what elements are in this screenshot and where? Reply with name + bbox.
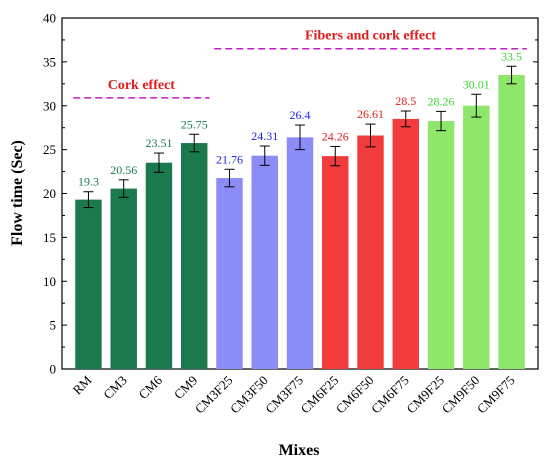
y-tick-label: 20 [43, 186, 56, 201]
y-tick-label: 25 [43, 142, 56, 157]
bar-cm9f50 [463, 105, 490, 370]
annotation-text-2: Fibers and cork effect [305, 29, 436, 44]
annotation-text-1: Cork effect [108, 78, 176, 93]
x-axis-title: Mixes [279, 442, 320, 459]
x-tick-label-cm3: CM3 [100, 373, 130, 403]
value-label-rm: 19.3 [78, 175, 99, 189]
bar-cm3 [110, 188, 137, 369]
value-label-cm6f50: 26.61 [357, 107, 384, 121]
y-tick-label: 5 [50, 318, 57, 333]
y-tick-label: 15 [43, 230, 56, 245]
value-label-cm9: 25.75 [181, 117, 208, 131]
value-label-cm3f50: 24.31 [251, 129, 278, 143]
bar-cm9f25 [427, 121, 455, 370]
x-tick-label-cm6f25: CM6F25 [298, 373, 342, 417]
value-label-cm6f75: 28.5 [395, 94, 416, 108]
bars-group [75, 75, 525, 370]
value-label-cm6f25: 24.26 [322, 129, 349, 143]
value-label-cm6: 23.51 [145, 136, 172, 150]
value-labels-group: 19.3 20.56 23.51 25.75 21.76 24.31 26.4 24.26 26… [78, 49, 522, 188]
x-tick-label-cm3f75: CM3F75 [262, 373, 306, 417]
x-tick-label-cm9f50: CM9F50 [439, 373, 483, 417]
bar-cm9 [181, 143, 208, 369]
x-tick-label-cm9: CM9 [171, 373, 201, 403]
error-bars-group [83, 65, 517, 209]
x-tick-label-cm6f75: CM6F75 [368, 373, 412, 417]
y-tick-label: 30 [43, 98, 56, 113]
x-tick-label-cm3f50: CM3F50 [227, 373, 271, 417]
x-tick-label-cm6f50: CM6F50 [333, 373, 377, 417]
value-label-cm9f75: 33.5 [501, 49, 522, 63]
y-tick-label: 0 [50, 362, 57, 377]
value-label-cm3: 20.56 [110, 163, 137, 177]
y-tick-label: 40 [43, 11, 56, 26]
bar-cm6 [145, 162, 173, 369]
value-label-cm9f50: 30.01 [463, 77, 490, 91]
bar-cm3f75 [286, 137, 314, 369]
y-tick-label: 35 [43, 54, 56, 69]
annotations-group: Cork effect Fibers and cork effect [73, 29, 527, 99]
x-tick-label-cm9f75: CM9F75 [474, 373, 518, 417]
bar-cm6f25 [322, 156, 349, 369]
x-tick-label-cm9f25: CM9F25 [403, 373, 447, 417]
bar-cm6f50 [357, 135, 384, 369]
bar-cm9f75 [498, 75, 525, 369]
y-axis-title: Flow time (Sec) [9, 140, 26, 246]
bar-rm [75, 199, 102, 369]
y-tick-label: 10 [43, 274, 56, 289]
x-tick-label-cm3f25: CM3F25 [192, 373, 236, 417]
bar-cm3f25 [216, 178, 243, 369]
value-label-cm3f25: 21.76 [216, 152, 243, 166]
bar-cm3f50 [251, 155, 278, 369]
value-label-cm9f25: 28.26 [428, 94, 455, 108]
x-tick-label-rm: RM [70, 372, 95, 397]
bar-cm6f75 [392, 118, 419, 369]
value-label-cm3f75: 26.4 [290, 108, 311, 122]
x-tick-label-cm6: CM6 [136, 372, 166, 402]
